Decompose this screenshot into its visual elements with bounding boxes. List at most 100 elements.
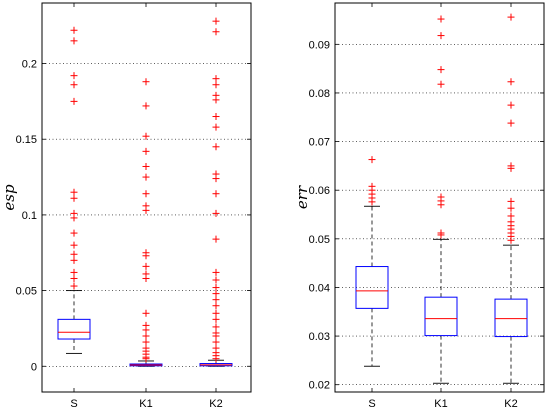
outlier-marker — [70, 188, 78, 196]
y-tick-label: 0.08 — [309, 88, 330, 100]
outlier-marker — [212, 268, 220, 276]
outlier-marker — [507, 101, 515, 109]
outlier-marker — [212, 296, 220, 304]
axes-frame — [41, 2, 252, 393]
outlier-marker — [437, 66, 445, 74]
panel-2: 0.02 0.03 0.04 0.05 0.06 0.07 0.08 0.09 S K1 K2 err — [293, 2, 545, 408]
box-iqr — [355, 266, 389, 309]
y-tick-label: 0.02 — [309, 380, 330, 392]
outlier-marker — [70, 37, 78, 45]
outlier-marker — [70, 81, 78, 89]
box-iqr — [57, 318, 91, 340]
outlier-marker — [70, 194, 78, 202]
outlier-marker — [507, 236, 515, 244]
outlier-marker — [507, 197, 515, 205]
outlier-marker — [70, 97, 78, 105]
y-tick-label: 0.04 — [309, 282, 330, 294]
box-K1 — [424, 15, 458, 384]
outlier-marker — [437, 231, 445, 239]
box-S — [57, 26, 91, 354]
outlier-marker — [142, 132, 150, 140]
outlier-marker — [212, 175, 220, 183]
outlier-marker — [70, 214, 78, 222]
outlier-marker — [212, 338, 220, 346]
outlier-marker — [142, 162, 150, 170]
outlier-marker — [212, 143, 220, 151]
outlier-marker — [142, 332, 150, 340]
outlier-marker — [70, 241, 78, 249]
outlier-marker — [142, 102, 150, 110]
outlier-marker — [212, 123, 220, 131]
y-axis-label: err — [293, 185, 311, 209]
outlier-marker — [212, 28, 220, 36]
y-tick-label: 0.07 — [309, 137, 330, 149]
outlier-marker — [70, 250, 78, 258]
x-tick-label: K1 — [434, 398, 447, 408]
outlier-marker — [212, 302, 220, 310]
y-tick-label: 0.15 — [16, 134, 37, 146]
outlier-marker — [142, 262, 150, 270]
outlier-marker — [70, 274, 78, 282]
outlier-marker — [142, 252, 150, 260]
outlier-marker — [507, 13, 515, 21]
outlier-marker — [142, 78, 150, 86]
outlier-marker — [212, 209, 220, 217]
outlier-marker — [507, 78, 515, 86]
y-tick-label: 0.05 — [309, 234, 330, 246]
box-K1 — [129, 78, 163, 367]
outlier-marker — [212, 355, 220, 363]
outlier-marker — [70, 72, 78, 80]
panel-1: 0 0.05 0.1 0.15 0.2 S K1 K2 esp — [0, 2, 252, 408]
outlier-marker — [212, 315, 220, 323]
outlier-marker — [142, 173, 150, 181]
outlier-marker — [142, 190, 150, 198]
outlier-marker — [212, 113, 220, 121]
outlier-marker — [70, 26, 78, 34]
outlier-marker — [212, 96, 220, 104]
box-K2 — [199, 17, 233, 367]
outlier-marker — [142, 338, 150, 346]
x-tick-label: S — [70, 398, 77, 408]
y-tick-label: 0.06 — [309, 185, 330, 197]
outlier-marker — [142, 309, 150, 317]
y-axis-label: esp — [0, 184, 18, 211]
outlier-marker — [70, 282, 78, 290]
y-tick-label: 0.1 — [22, 210, 37, 222]
outlier-marker — [507, 212, 515, 220]
y-tick-label: 0.09 — [309, 39, 330, 51]
outlier-marker — [212, 290, 220, 298]
box-S — [355, 156, 389, 367]
outlier-marker — [368, 156, 376, 164]
y-tick-label: 0.2 — [22, 59, 37, 71]
outlier-marker — [212, 75, 220, 83]
outlier-marker — [212, 190, 220, 198]
outlier-marker — [507, 204, 515, 212]
outlier-marker — [70, 229, 78, 237]
outlier-marker — [142, 206, 150, 214]
x-tick-label: K2 — [504, 398, 517, 408]
x-tick-label: K2 — [209, 398, 222, 408]
axes-frame — [334, 2, 545, 393]
box-iqr — [494, 298, 528, 338]
outlier-marker — [142, 274, 150, 282]
outlier-marker — [437, 32, 445, 40]
outlier-marker — [212, 332, 220, 340]
outlier-marker — [212, 276, 220, 284]
y-tick-label: 0.03 — [309, 331, 330, 343]
outlier-marker — [142, 355, 150, 363]
x-tick-label: S — [368, 398, 375, 408]
outlier-marker — [437, 80, 445, 88]
outlier-marker — [70, 256, 78, 264]
outlier-marker — [437, 15, 445, 23]
outlier-marker — [212, 17, 220, 25]
outlier-marker — [507, 164, 515, 172]
outlier-marker — [70, 268, 78, 276]
outlier-marker — [368, 198, 376, 206]
x-tick-label: K1 — [139, 398, 152, 408]
outlier-marker — [212, 81, 220, 89]
box-K2 — [494, 13, 528, 384]
y-tick-label: 0 — [31, 361, 37, 373]
outlier-marker — [212, 284, 220, 292]
outlier-marker — [437, 201, 445, 209]
